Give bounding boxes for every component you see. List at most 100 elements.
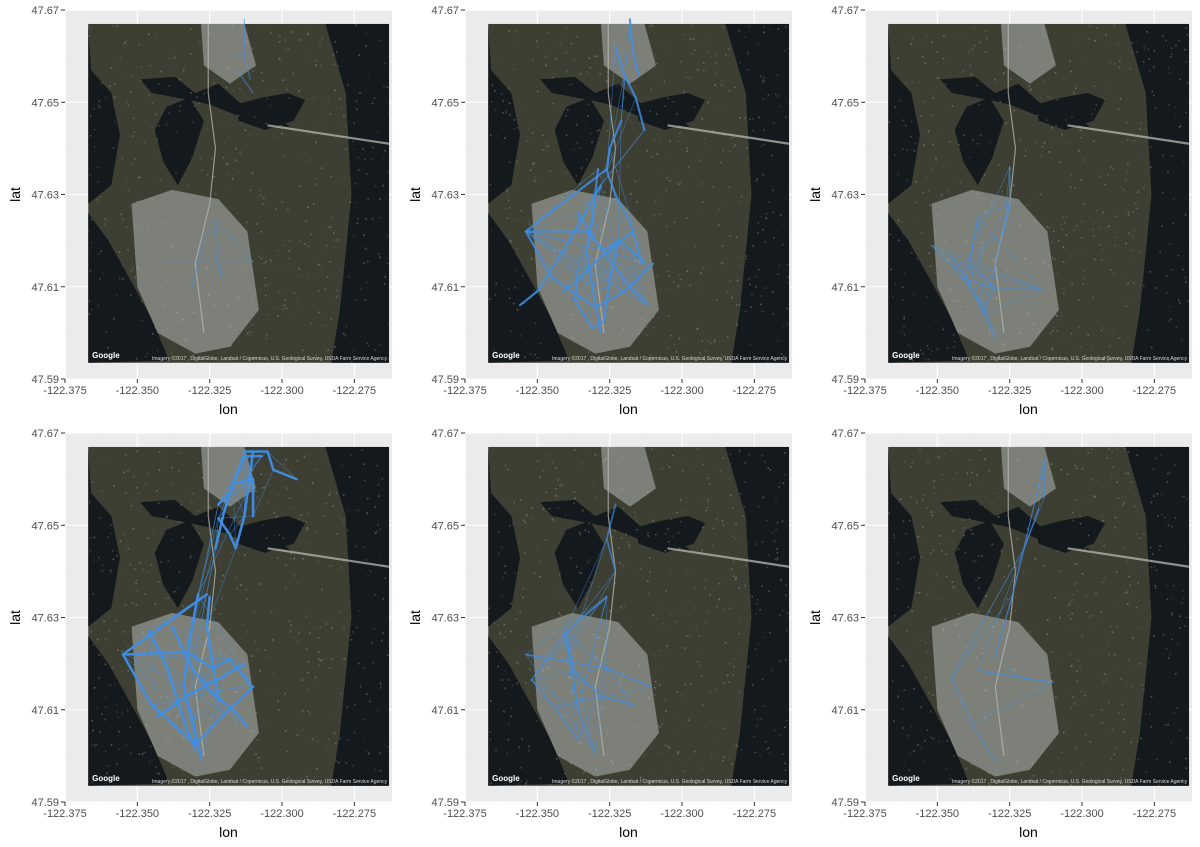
- route-segment: [151, 684, 251, 706]
- map-texture-dot: [163, 735, 165, 737]
- map-texture-dot: [380, 684, 382, 686]
- map-texture-dot: [313, 627, 316, 629]
- map-texture-dot: [211, 158, 213, 160]
- map-texture-dot: [773, 236, 775, 239]
- map-texture-dot: [302, 123, 305, 126]
- map-texture-dot: [726, 522, 728, 525]
- map-texture-dot: [1109, 218, 1111, 220]
- map-texture-dot: [1032, 323, 1034, 325]
- map-texture-dot: [273, 511, 275, 514]
- map-texture-dot: [700, 353, 702, 356]
- map-texture-dot: [327, 623, 329, 625]
- map-texture-dot: [730, 137, 732, 139]
- map-texture-dot: [639, 567, 642, 570]
- map-texture-dot: [254, 490, 256, 492]
- map-texture-dot: [924, 739, 926, 742]
- map-texture-dot: [507, 468, 509, 471]
- map-texture-dot: [1013, 109, 1016, 112]
- map-texture-dot: [606, 309, 608, 311]
- panel-1: Google Imagery ©2017 , DigitalGlobe, Land…: [0, 0, 400, 423]
- map-texture-dot: [775, 780, 778, 783]
- map-texture-dot: [113, 105, 116, 107]
- map-texture-dot: [328, 226, 331, 228]
- map-texture-dot: [224, 41, 227, 44]
- map-texture-dot: [136, 357, 138, 360]
- map-texture-dot: [769, 28, 771, 30]
- map-texture-dot: [668, 289, 671, 291]
- map-texture-dot: [321, 231, 323, 233]
- map-texture-dot: [135, 687, 138, 689]
- map-texture-dot: [771, 154, 773, 157]
- map-texture-dot: [260, 71, 263, 74]
- map-texture-dot: [1150, 726, 1152, 728]
- map-texture-dot: [1126, 139, 1129, 141]
- map-texture-dot: [938, 718, 941, 720]
- map-texture-dot: [782, 753, 784, 755]
- map-texture-dot: [380, 687, 382, 689]
- map-texture-dot: [992, 259, 994, 262]
- map-texture-dot: [289, 497, 291, 499]
- map-texture-dot: [155, 766, 157, 768]
- map-texture-dot: [686, 270, 689, 272]
- map-texture-dot: [635, 507, 637, 509]
- map-texture-dot: [747, 542, 749, 544]
- lake-union: [954, 97, 1004, 186]
- map-texture-dot: [601, 655, 603, 657]
- map-texture-dot: [918, 592, 921, 594]
- map-texture-dot: [709, 594, 711, 596]
- y-tick-label: 47.61: [831, 282, 859, 294]
- map-texture-dot: [1059, 770, 1061, 773]
- map-texture-dot: [589, 581, 592, 584]
- map-texture-dot: [374, 506, 377, 508]
- map-texture-dot: [514, 572, 516, 574]
- route-segment: [591, 217, 648, 306]
- map-texture-dot: [756, 603, 758, 605]
- map-texture-dot: [659, 726, 661, 729]
- map-texture-dot: [1129, 584, 1132, 587]
- map-texture-dot: [363, 234, 365, 237]
- map-texture-dot: [198, 220, 200, 223]
- map-texture-dot: [329, 260, 331, 263]
- map-texture-dot: [211, 699, 214, 701]
- map-texture-dot: [970, 529, 972, 531]
- map-texture-dot: [363, 546, 365, 548]
- map-texture-dot: [502, 577, 505, 579]
- map-texture-dot: [297, 40, 300, 42]
- map-texture-dot: [1081, 467, 1084, 470]
- map-texture-dot: [310, 233, 312, 236]
- map-texture-dot: [732, 136, 735, 138]
- map-texture-dot: [357, 156, 359, 159]
- map-texture-dot: [1182, 268, 1184, 271]
- map-texture-dot: [386, 654, 389, 656]
- route-segment: [183, 686, 248, 727]
- map-texture-dot: [254, 116, 256, 118]
- map-texture-dot: [251, 172, 254, 174]
- map-texture-dot: [125, 533, 127, 535]
- map-plot-6: Google Imagery ©2017 , DigitalGlobe, Land…: [807, 428, 1192, 840]
- map-texture-dot: [968, 614, 971, 617]
- map-texture-dot: [1167, 67, 1170, 70]
- map-texture-dot: [532, 163, 534, 165]
- map-texture-dot: [89, 26, 91, 28]
- map-texture-dot: [314, 676, 317, 679]
- map-texture-dot: [1110, 758, 1113, 760]
- map-texture-dot: [738, 200, 741, 203]
- map-texture-dot: [895, 588, 898, 590]
- map-texture-dot: [904, 189, 906, 192]
- map-texture-dot: [145, 205, 147, 208]
- map-texture-dot: [218, 541, 220, 543]
- map-texture-dot: [985, 210, 987, 213]
- map-texture-dot: [519, 610, 522, 613]
- map-texture-dot: [928, 130, 930, 132]
- map-texture-dot: [638, 332, 640, 335]
- map-texture-dot: [1078, 326, 1081, 329]
- map-texture-dot: [774, 729, 776, 731]
- map-texture-dot: [138, 80, 141, 82]
- map-texture-dot: [1055, 330, 1058, 332]
- map-texture-dot: [1161, 225, 1163, 227]
- map-texture-dot: [147, 571, 150, 573]
- map-texture-dot: [329, 113, 332, 115]
- map-texture-dot: [970, 73, 973, 76]
- map-texture-dot: [121, 650, 123, 653]
- map-texture-dot: [780, 352, 783, 355]
